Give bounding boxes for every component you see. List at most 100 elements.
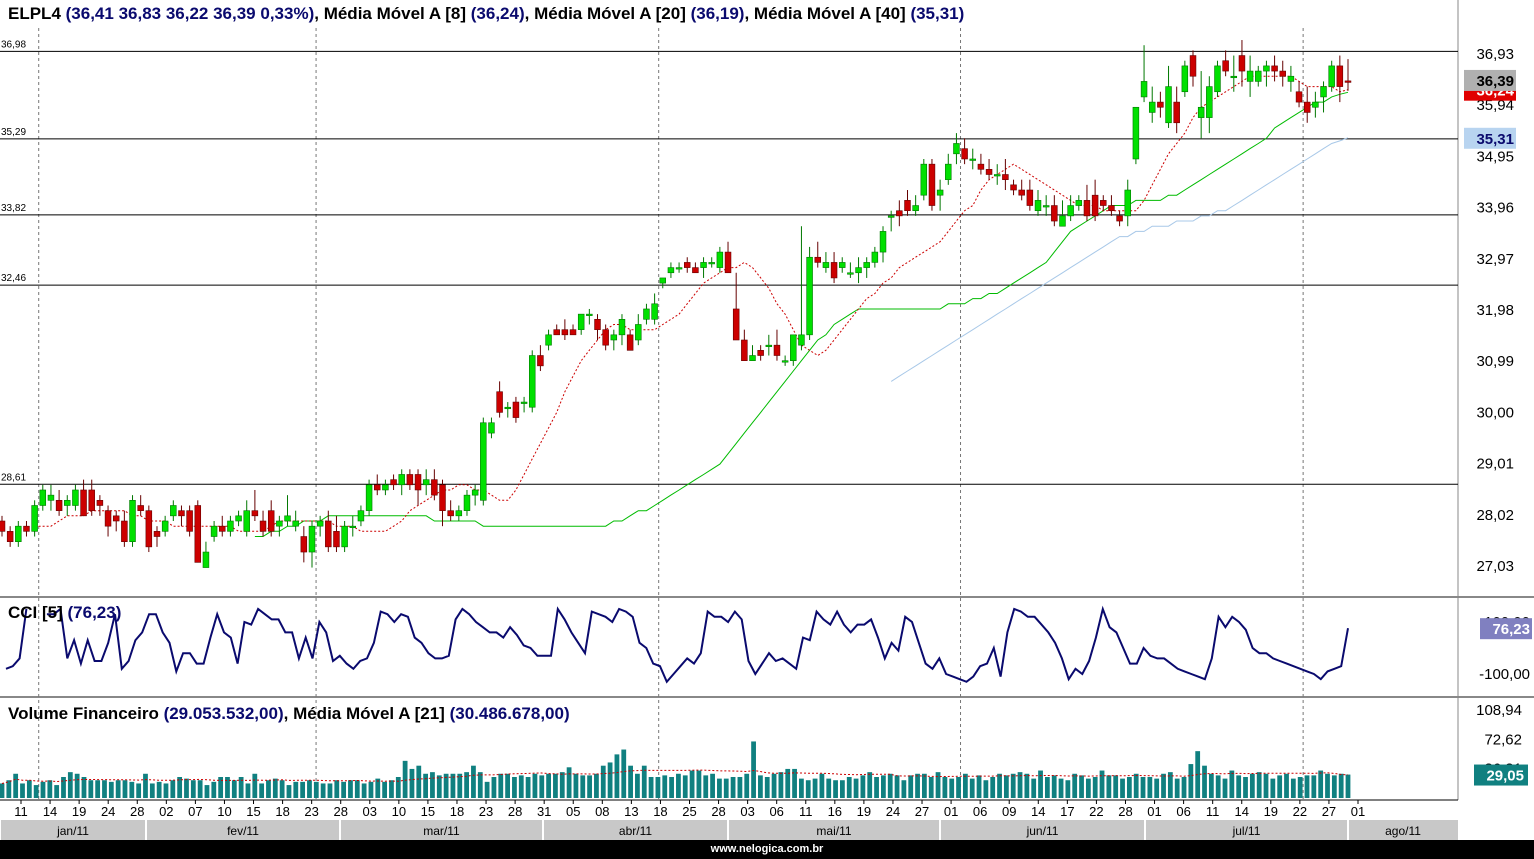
volume-bar	[723, 778, 729, 798]
cci-last-marker: 76,23	[1492, 621, 1530, 638]
volume-bar	[218, 776, 224, 798]
ma20-label: Média Móvel A [20]	[534, 4, 686, 23]
volume-bar	[484, 781, 490, 798]
volume-value: (29.053.532,00)	[163, 704, 284, 723]
candle	[1051, 205, 1058, 222]
month-label: jan/11	[56, 824, 89, 838]
price-title: ELPL4 (36,41 36,83 36,22 36,39 0,33%), M…	[8, 4, 965, 23]
footer-url[interactable]: www.nelogica.com.br	[0, 840, 1534, 859]
candle	[798, 334, 805, 346]
volume-bar	[1195, 751, 1201, 798]
candle	[292, 520, 299, 527]
volume-bar	[81, 776, 87, 798]
volume-bar	[867, 772, 873, 798]
volume-bar	[539, 775, 545, 798]
candle	[1091, 194, 1099, 217]
candle	[1279, 70, 1286, 77]
volume-bar	[67, 772, 73, 798]
candle	[243, 510, 250, 532]
volume-bar	[149, 783, 155, 798]
candle	[806, 256, 813, 336]
candle	[308, 525, 316, 553]
level-label: 35,29	[1, 127, 26, 138]
volume-bar	[880, 775, 886, 798]
candle	[618, 319, 626, 336]
candle	[757, 350, 764, 356]
candle	[912, 205, 919, 212]
volume-label: Volume Financeiro	[8, 704, 159, 723]
volume-bar	[901, 780, 907, 798]
volume-bar	[641, 765, 647, 798]
day-label: 11	[14, 804, 28, 819]
day-label: 06	[1176, 804, 1190, 819]
candle	[855, 267, 862, 274]
candle	[504, 406, 512, 410]
candle	[1132, 106, 1140, 160]
volume-bar	[354, 780, 360, 798]
volume-bar	[26, 780, 32, 798]
candle	[708, 262, 715, 265]
candle	[145, 510, 153, 548]
day-label: 11	[799, 804, 813, 819]
volume-bar	[197, 780, 203, 798]
cci-line	[46, 605, 1349, 684]
candle	[1238, 55, 1246, 72]
candle	[349, 525, 357, 528]
cci-line	[5, 608, 28, 670]
candle	[1173, 101, 1180, 124]
volume-bar	[231, 780, 237, 798]
candle	[365, 484, 373, 511]
month-label: abr/11	[619, 824, 652, 838]
candle	[251, 510, 259, 517]
candle	[194, 505, 202, 563]
ma20-line	[254, 91, 1349, 537]
volume-bar	[1010, 773, 1016, 798]
day-label: 24	[101, 804, 115, 819]
volume-bar	[409, 768, 415, 798]
candle	[529, 355, 536, 408]
volume-bar	[682, 775, 688, 798]
day-label: 19	[72, 804, 86, 819]
candle	[480, 422, 487, 501]
candle	[325, 520, 332, 548]
candle	[406, 474, 414, 486]
volume-bar	[156, 781, 162, 798]
volume-bar	[962, 773, 968, 798]
volume-bar	[1331, 775, 1337, 798]
volume-bar	[580, 775, 586, 798]
volume-bar	[436, 775, 442, 798]
volume-bar	[1113, 775, 1119, 798]
day-label: 15	[421, 804, 435, 819]
candle	[276, 520, 283, 527]
day-label: 24	[886, 804, 900, 819]
volume-bar	[464, 772, 470, 798]
volume-bar	[1099, 770, 1105, 798]
volume-bar	[990, 776, 996, 798]
volume-bar	[163, 783, 169, 798]
level-label: 33,82	[1, 203, 26, 214]
volume-bar	[805, 780, 811, 798]
volume-bar	[245, 783, 251, 798]
candle	[31, 505, 38, 532]
volume-bar	[190, 780, 196, 798]
candle	[1140, 81, 1148, 98]
ma40-last-marker-box	[1464, 127, 1516, 149]
volume-bar	[505, 773, 510, 798]
cci-label: CCI [5]	[8, 603, 63, 622]
day-label: 07	[188, 804, 202, 819]
candle	[765, 344, 773, 347]
candle	[1010, 184, 1017, 191]
candle	[879, 231, 887, 253]
candle	[333, 531, 340, 548]
candle	[414, 474, 422, 491]
volume-bar	[758, 775, 763, 798]
volume-bar	[1174, 778, 1180, 798]
volume-bar	[1120, 778, 1125, 798]
ma40-label: Média Móvel A [40]	[753, 4, 906, 23]
candle	[675, 267, 683, 270]
candle	[178, 510, 185, 517]
candle	[219, 525, 226, 532]
candle	[659, 277, 667, 284]
candle	[732, 308, 740, 341]
volume-bar	[703, 775, 709, 798]
